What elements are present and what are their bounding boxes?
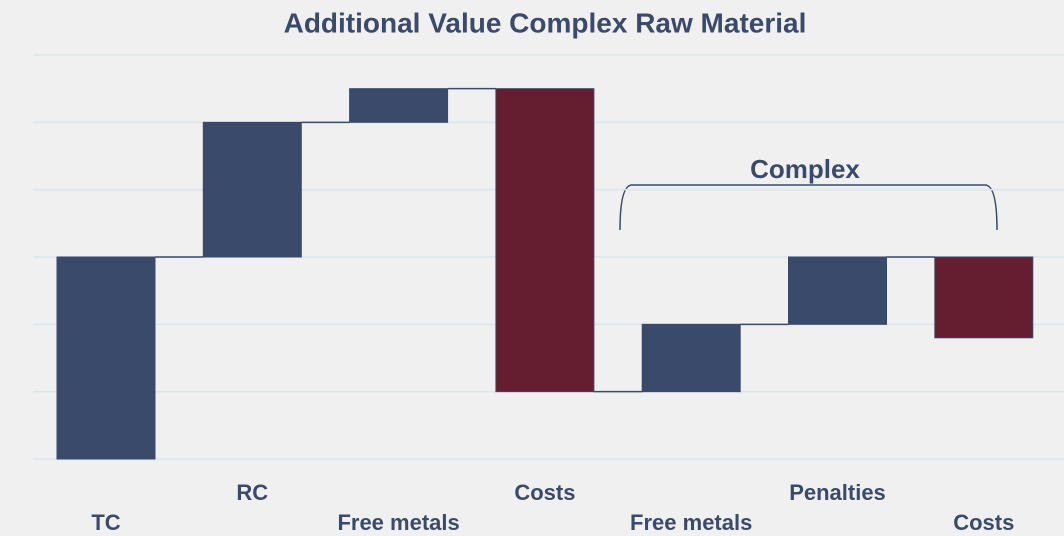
bar xyxy=(495,88,595,393)
bar xyxy=(349,88,449,123)
x-tick-label: RC xyxy=(236,480,268,505)
x-tick-label: Penalties xyxy=(789,480,886,505)
bar xyxy=(641,323,741,393)
bar xyxy=(56,256,156,460)
chart-title: Additional Value Complex Raw Material xyxy=(284,7,807,38)
x-tick-label: Costs xyxy=(514,480,575,505)
bar xyxy=(202,121,302,258)
bracket xyxy=(619,184,998,231)
x-tick-label: Free metals xyxy=(337,510,459,535)
bar xyxy=(788,256,887,325)
x-tick-label: TC xyxy=(91,510,120,535)
bar xyxy=(934,256,1034,339)
x-tick-label: Costs xyxy=(953,510,1014,535)
x-tick-label: Free metals xyxy=(630,510,752,535)
annotation: Complex xyxy=(750,154,860,184)
